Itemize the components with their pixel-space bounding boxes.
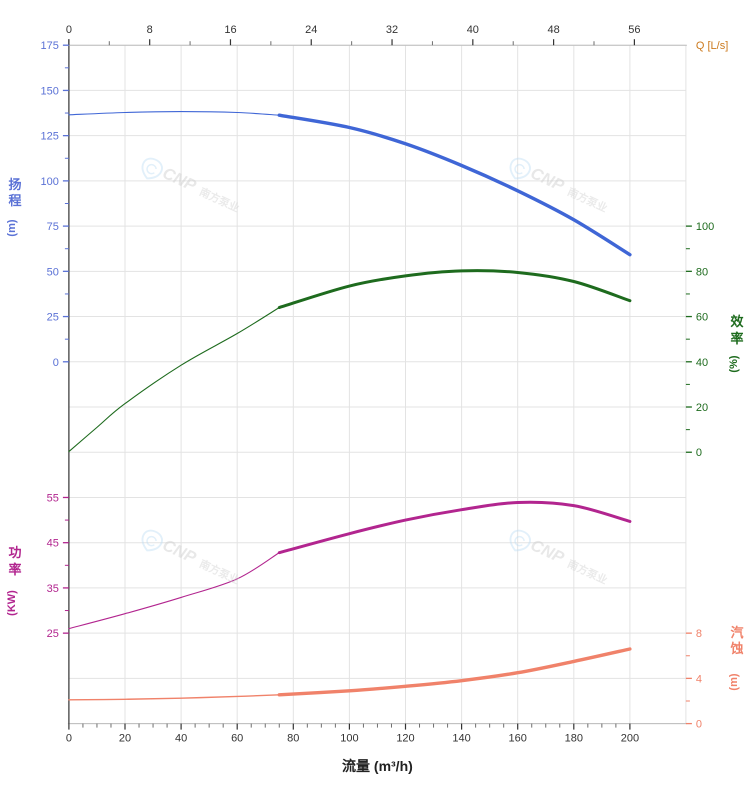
- svg-text:流量 (m³/h): 流量 (m³/h): [342, 758, 413, 774]
- svg-text:4: 4: [696, 673, 702, 685]
- svg-text:程: 程: [8, 193, 21, 208]
- svg-text:60: 60: [696, 312, 708, 324]
- svg-text:125: 125: [41, 131, 59, 143]
- svg-text:100: 100: [340, 733, 358, 745]
- svg-text:160: 160: [509, 733, 527, 745]
- svg-text:55: 55: [47, 492, 59, 504]
- svg-text:50: 50: [47, 266, 59, 278]
- svg-text:80: 80: [287, 733, 299, 745]
- svg-text:汽: 汽: [730, 625, 743, 640]
- svg-text:175: 175: [41, 40, 59, 52]
- svg-text:40: 40: [175, 733, 187, 745]
- svg-text:蚀: 蚀: [729, 641, 743, 656]
- svg-text:24: 24: [305, 24, 317, 36]
- svg-text:20: 20: [119, 733, 131, 745]
- svg-text:100: 100: [41, 176, 59, 188]
- svg-text:140: 140: [452, 733, 470, 745]
- svg-text:180: 180: [565, 733, 583, 745]
- svg-text:40: 40: [467, 24, 479, 36]
- svg-text:0: 0: [66, 24, 72, 36]
- svg-text:8: 8: [696, 628, 702, 640]
- svg-text:35: 35: [47, 583, 59, 595]
- svg-text:25: 25: [47, 628, 59, 640]
- svg-text:功: 功: [8, 545, 21, 560]
- svg-text:率: 率: [8, 562, 21, 577]
- svg-text:0: 0: [53, 357, 59, 369]
- svg-text:0: 0: [66, 733, 72, 745]
- svg-text:20: 20: [696, 402, 708, 414]
- svg-text:8: 8: [147, 24, 153, 36]
- svg-text:25: 25: [47, 312, 59, 324]
- svg-text:(m): (m): [728, 673, 740, 690]
- svg-text:120: 120: [396, 733, 414, 745]
- svg-text:60: 60: [231, 733, 243, 745]
- svg-text:100: 100: [696, 221, 714, 233]
- svg-text:Q [L/s]: Q [L/s]: [696, 40, 728, 52]
- svg-text:40: 40: [696, 357, 708, 369]
- svg-text:(m): (m): [6, 219, 18, 236]
- svg-text:(%): (%): [728, 355, 740, 372]
- svg-text:200: 200: [621, 733, 639, 745]
- svg-text:48: 48: [547, 24, 559, 36]
- svg-text:扬: 扬: [8, 177, 21, 192]
- svg-text:0: 0: [696, 719, 702, 731]
- svg-text:45: 45: [47, 538, 59, 550]
- svg-text:0: 0: [696, 447, 702, 459]
- svg-text:效: 效: [730, 314, 744, 329]
- svg-text:(KW): (KW): [6, 590, 18, 616]
- svg-text:150: 150: [41, 85, 59, 97]
- svg-text:75: 75: [47, 221, 59, 233]
- svg-text:56: 56: [628, 24, 640, 36]
- svg-text:32: 32: [386, 24, 398, 36]
- svg-text:80: 80: [696, 266, 708, 278]
- svg-text:16: 16: [224, 24, 236, 36]
- svg-text:率: 率: [730, 331, 743, 346]
